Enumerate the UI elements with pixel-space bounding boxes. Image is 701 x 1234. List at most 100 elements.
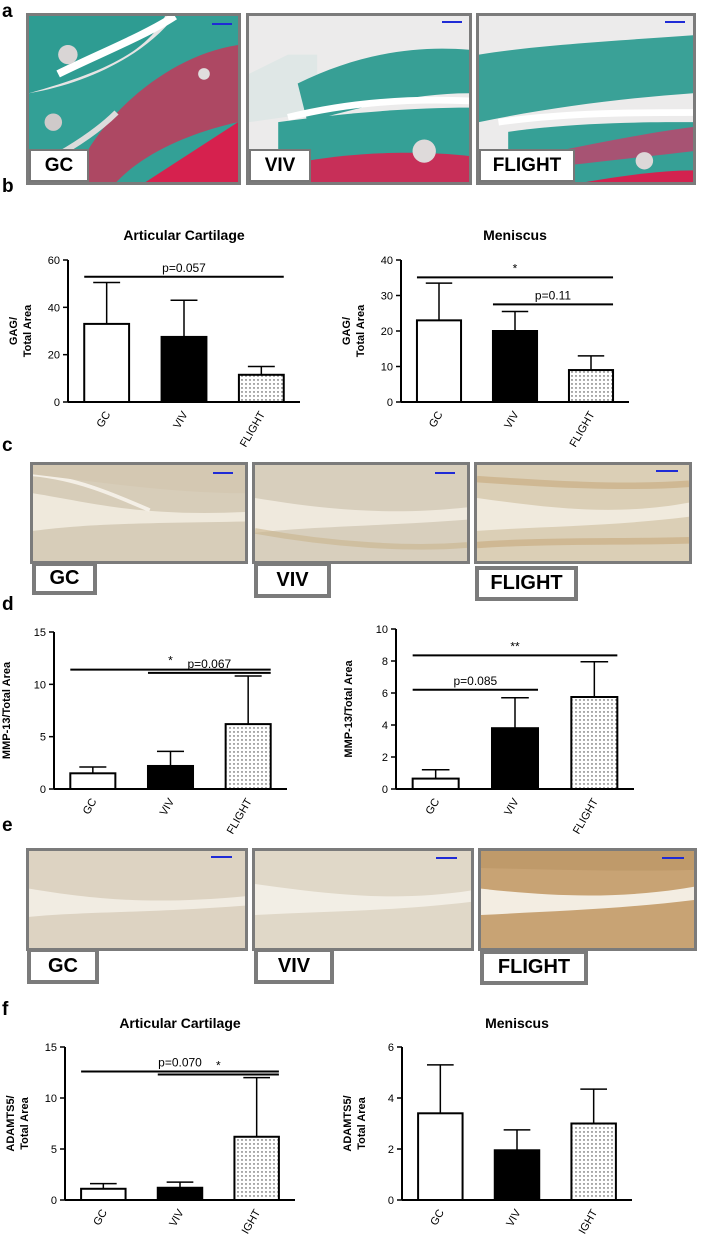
x-tick-label: VIV	[171, 409, 191, 431]
bar	[570, 1122, 617, 1201]
panel-label-c: c	[2, 435, 13, 456]
micrograph-a-viv	[246, 13, 472, 185]
micrograph-e-gc	[26, 848, 248, 951]
bar	[570, 696, 619, 790]
x-tick-label: VIV	[502, 409, 522, 431]
y-axis-label: MMP-13/Total Area	[1, 661, 13, 759]
micrograph-c-gc	[30, 462, 248, 564]
bar	[224, 723, 272, 790]
y-tick-label: 30	[381, 291, 393, 303]
group-label-flight: FLIGHT	[475, 566, 578, 601]
panel-label-f: f	[2, 999, 9, 1020]
y-tick-label: 15	[45, 1042, 57, 1054]
x-tick-label: VIV	[158, 796, 178, 818]
chart-svg: 0 5 10 15 MMP-13/Total Area GC VIV FLIGHT * p=0.0…	[1, 627, 287, 836]
x-tick-label: FLIGHT	[568, 409, 598, 449]
scale-bar	[662, 857, 684, 859]
y-tick-label: 0	[40, 784, 46, 796]
x-tick-label: FLIGHT	[233, 1207, 263, 1234]
y-tick-label: 8	[382, 656, 388, 668]
bar	[493, 1149, 541, 1201]
panel-label-b: b	[2, 176, 14, 197]
x-tick-label: FLIGHT	[570, 1207, 600, 1234]
chart-d-mmp13-left: 0 5 10 15 MMP-13/Total Area GC VIV FLIGHT * p=0.0…	[0, 618, 350, 836]
bar	[146, 764, 195, 790]
panel-label-d: d	[2, 594, 14, 615]
bar	[415, 319, 463, 403]
chart-svg: 0 2 4 6 ADAMTS5/Total Area Meniscus GC VIV FLIGH…	[342, 1015, 632, 1234]
group-label-gc: GC	[32, 562, 97, 595]
scale-bar	[442, 21, 462, 23]
group-label-gc: GC	[27, 948, 99, 984]
y-axis-label: MMP-13/Total Area	[343, 660, 355, 758]
group-label-viv: VIV	[254, 562, 331, 598]
chart-f-articular-cartilage: 0 5 10 15 ADAMTS5/Total Area Articular Cartil…	[0, 1010, 350, 1234]
bar	[411, 777, 460, 791]
y-tick-label: 40	[48, 302, 60, 314]
y-tick-label: 4	[388, 1093, 394, 1105]
x-tick-label: VIV	[167, 1207, 187, 1229]
group-label-gc: GC	[29, 149, 89, 182]
significance-label: p=0.085	[453, 674, 497, 688]
y-tick-label: 0	[388, 1195, 394, 1207]
significance-label: p=0.057	[162, 261, 206, 275]
bar	[83, 322, 131, 403]
chart-svg: 0 2 4 6 8 10 MMP-13/Total Area GC VIV FLIGHT ** p=0…	[343, 624, 634, 836]
bar	[156, 1186, 204, 1201]
scale-bar	[656, 470, 678, 472]
micrograph-e-flight	[478, 848, 697, 951]
significance-label: p=0.11	[535, 288, 571, 302]
y-axis-label: GAG/	[341, 317, 353, 345]
y-axis-label: Total Area	[356, 1096, 368, 1149]
y-axis-label: Total Area	[355, 304, 367, 357]
significance-label: *	[168, 654, 173, 668]
x-tick-label: GC	[91, 1207, 110, 1227]
y-axis-label: Total Area	[22, 304, 34, 357]
y-tick-label: 0	[382, 784, 388, 796]
micrograph-c-viv	[252, 462, 470, 564]
y-tick-label: 10	[376, 624, 388, 636]
y-tick-label: 0	[54, 397, 60, 409]
y-tick-label: 10	[45, 1093, 57, 1105]
chart-title: Meniscus	[485, 1015, 549, 1031]
panel-label-a: a	[2, 1, 13, 22]
bar	[490, 727, 540, 790]
y-axis-label: ADAMTS5/	[342, 1095, 354, 1151]
significance-label: p=0.067	[187, 657, 231, 671]
y-tick-label: 5	[40, 732, 46, 744]
scale-bar	[435, 472, 455, 474]
significance-label: *	[216, 1059, 221, 1073]
bar	[491, 330, 539, 403]
y-tick-label: 4	[382, 720, 388, 732]
y-tick-label: 20	[381, 326, 393, 338]
y-tick-label: 5	[51, 1144, 57, 1156]
bar	[80, 1187, 127, 1201]
group-label-flight: FLIGHT	[480, 950, 588, 985]
y-tick-label: 0	[51, 1195, 57, 1207]
x-tick-label: GC	[424, 796, 443, 816]
x-tick-label: GC	[95, 409, 114, 429]
y-tick-label: 60	[48, 255, 60, 267]
chart-title: Articular Cartilage	[119, 1015, 241, 1031]
significance-label: **	[510, 639, 520, 653]
y-axis-label: ADAMTS5/	[5, 1095, 17, 1151]
y-tick-label: 10	[34, 679, 46, 691]
chart-title: Articular Cartilage	[123, 227, 245, 243]
y-axis-label: Total Area	[19, 1096, 31, 1149]
bar	[417, 1112, 464, 1201]
chart-svg: 0 10 20 30 40 GAG/Total Area Meniscus GC VIV FLIG…	[341, 227, 629, 449]
bar	[237, 373, 285, 404]
chart-b-meniscus: 0 10 20 30 40 GAG/Total Area Meniscus GC VIV FLIG…	[341, 222, 700, 449]
y-tick-label: 20	[48, 350, 60, 362]
scale-bar	[213, 472, 233, 474]
y-tick-label: 15	[34, 627, 46, 639]
scale-bar	[436, 857, 457, 859]
y-tick-label: 6	[388, 1042, 394, 1054]
y-tick-label: 10	[381, 362, 393, 374]
x-tick-label: VIV	[504, 1207, 524, 1229]
significance-label: p=0.070	[158, 1055, 202, 1069]
chart-b-articular-cartilage: 0 20 40 60 GAG/Total Area Articular Cartilage…	[0, 222, 350, 449]
x-tick-label: FLIGHT	[238, 409, 268, 449]
x-tick-label: GC	[428, 1207, 447, 1227]
significance-label: *	[513, 261, 518, 275]
